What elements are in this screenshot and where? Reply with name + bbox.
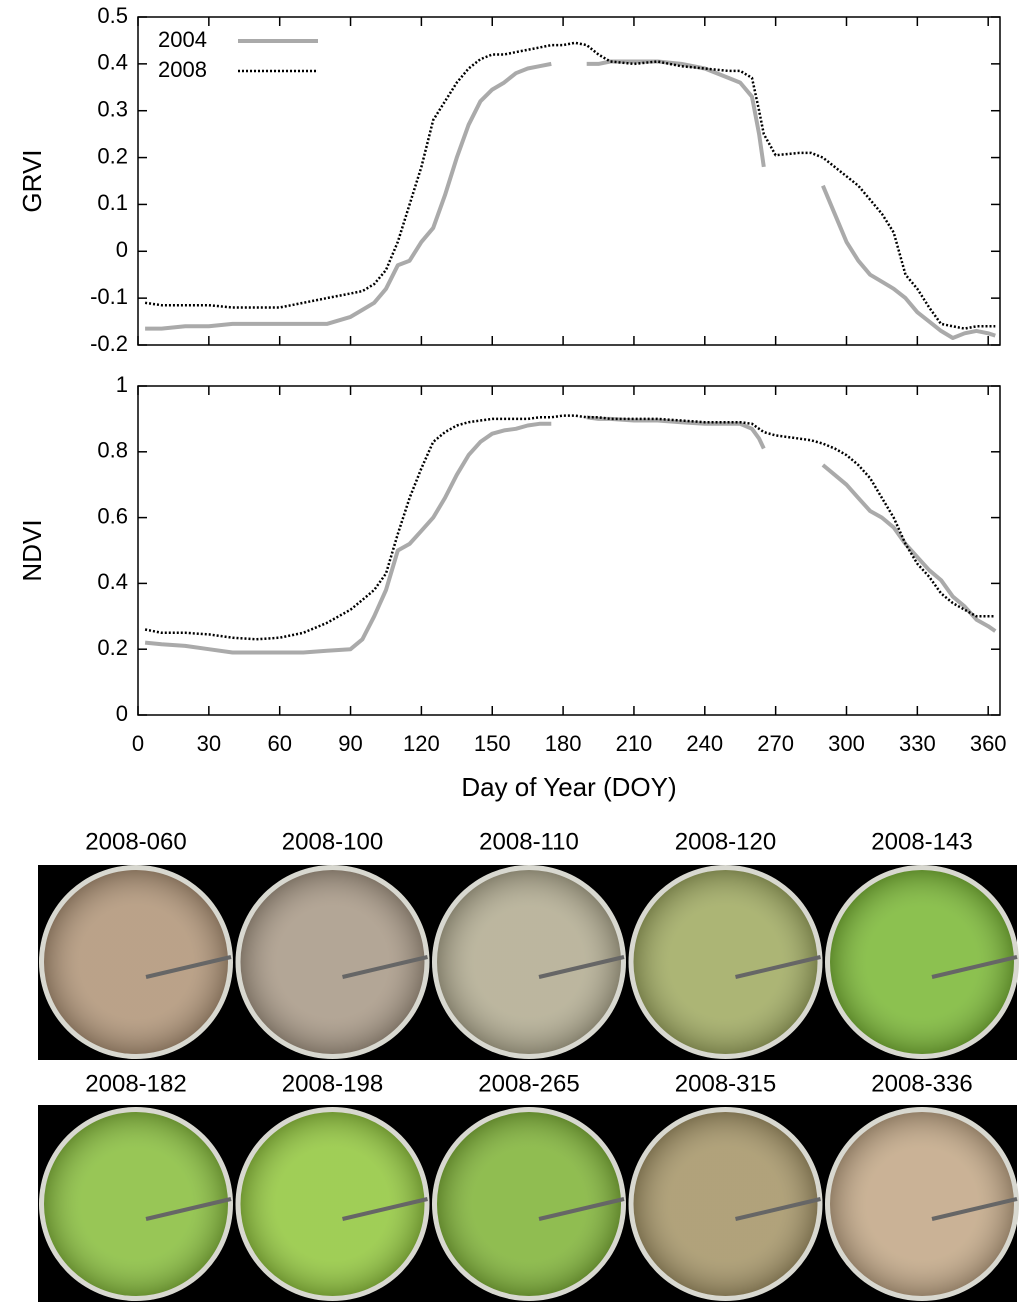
photo-label: 2008-265 — [478, 1070, 579, 1097]
photo-mast — [538, 1197, 625, 1221]
photo-shade — [830, 870, 1014, 1054]
plot-frame — [137, 16, 1001, 346]
x-tick-label: 300 — [828, 731, 865, 756]
y-tick-label: 0.1 — [97, 190, 128, 215]
legend-label: 2004 — [158, 27, 207, 52]
y-axis-label: NDVI — [17, 519, 47, 581]
y-tick-label: 0.5 — [97, 3, 128, 28]
x-tick-label: 210 — [616, 731, 653, 756]
photo-shade — [633, 1112, 818, 1296]
x-axis-label: Day of Year (DOY) — [461, 772, 676, 802]
x-tick-label: 330 — [899, 731, 936, 756]
y-tick-label: 1 — [116, 372, 128, 397]
photo-shade — [240, 870, 425, 1054]
y-tick-label: -0.1 — [90, 284, 128, 309]
x-tick-label: 180 — [545, 731, 582, 756]
series-line — [144, 414, 996, 641]
legend-label: 2008 — [158, 57, 207, 82]
photo-label: 2008-315 — [675, 1070, 776, 1097]
photo-shade — [830, 1112, 1014, 1296]
photo-label: 2008-110 — [479, 828, 579, 855]
photo-shade — [633, 870, 818, 1054]
y-tick-label: 0 — [116, 237, 128, 262]
photo-shade — [437, 1112, 621, 1296]
photo-shade — [44, 1112, 228, 1296]
photo-mast — [735, 1197, 821, 1221]
series-line — [144, 41, 996, 330]
photo-mast — [538, 955, 625, 979]
photo-shade — [44, 870, 228, 1054]
x-tick-label: 270 — [757, 731, 794, 756]
photo-mast — [931, 955, 1018, 979]
photo-mast — [735, 955, 821, 979]
series-line — [145, 59, 996, 340]
y-tick-label: 0 — [116, 701, 128, 726]
y-tick-label: 0.2 — [97, 143, 128, 168]
photo-mast — [342, 955, 428, 979]
photo-label: 2008-120 — [675, 828, 776, 855]
photo-label: 2008-198 — [282, 1070, 383, 1097]
x-tick-label: 30 — [197, 731, 221, 756]
y-tick-label: -0.2 — [90, 331, 128, 356]
x-tick-label: 90 — [338, 731, 362, 756]
x-tick-label: 150 — [474, 731, 511, 756]
y-tick-label: 0.4 — [97, 569, 128, 594]
x-tick-label: 240 — [686, 731, 723, 756]
photo-label: 2008-143 — [871, 828, 972, 855]
x-tick-label: 60 — [267, 731, 291, 756]
photo-mast — [931, 1197, 1018, 1221]
x-tick-label: 0 — [132, 731, 144, 756]
y-tick-label: 0.8 — [97, 438, 128, 463]
y-tick-label: 0.4 — [97, 50, 128, 75]
y-tick-label: 0.3 — [97, 97, 128, 122]
plot-frame — [137, 385, 1001, 716]
photo-label: 2008-060 — [85, 828, 186, 855]
photo-shade — [437, 870, 621, 1054]
y-axis-label: GRVI — [17, 149, 47, 212]
photo-mast — [145, 1197, 232, 1221]
photo-mast — [342, 1197, 428, 1221]
x-tick-label: 360 — [970, 731, 1007, 756]
y-tick-label: 0.6 — [97, 503, 128, 528]
photo-shade — [240, 1112, 425, 1296]
series-line — [144, 415, 997, 655]
photo-mast — [145, 955, 232, 979]
photo-label: 2008-182 — [85, 1070, 186, 1097]
y-tick-label: 0.2 — [97, 635, 128, 660]
photo-label: 2008-100 — [282, 828, 383, 855]
photo-label: 2008-336 — [871, 1070, 972, 1097]
x-tick-label: 120 — [403, 731, 440, 756]
